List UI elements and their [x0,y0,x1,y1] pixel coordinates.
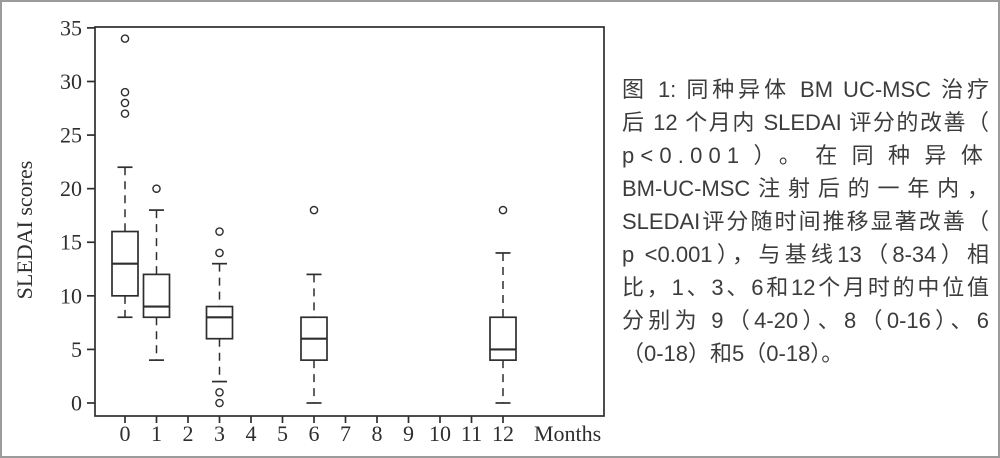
plot-frame [94,26,605,417]
outlier-point [120,87,130,97]
outlier-point [498,205,508,215]
x-tick-label: 12 [492,421,514,446]
y-tick-label: 20 [60,176,82,201]
caption-line-4: BM-UC-MSC注射后的一年内， [622,176,989,201]
y-axis-label: SLEDAI scores [12,161,37,300]
outlier-point [120,109,130,118]
y-tick-label: 0 [71,391,82,416]
outlier-point [215,248,224,258]
caption-line-7: 比，1、3、6和12个月时的中位值 [622,275,989,300]
x-tick-label: 6 [309,421,320,446]
x-tick-label: 11 [461,421,482,446]
x-tick-label: 4 [246,421,257,446]
caption-line-3: p<0.001）。在同种异体 [622,143,989,168]
iqr-box [205,305,234,340]
x-tick-label: 9 [403,421,414,446]
outlier-point [215,387,224,397]
x-tick-label: 10 [429,421,451,446]
caption-line-6: p <0.001），与基线13（8-34）相 [622,242,989,267]
iqr-box [142,273,171,319]
y-tick-label: 30 [60,69,82,94]
figure-caption: 图 1: 同种异体 BM UC-MSC 治疗 后 12 个月内 SLEDAI 评… [622,73,989,370]
sledai-boxplot-chart: 0 5 10 15 20 25 30 35 0 1 2 3 4 5 6 7 8 9 10 11 12 Months SLED… [2,2,620,456]
caption-line-2: 后 12 个月内 SLEDAI 评分的改善（ [622,110,989,135]
outlier-point [120,98,130,108]
outlier-point [215,227,224,236]
x-tick-label: 2 [183,421,194,446]
y-tick-label: 15 [60,230,82,255]
caption-line-9: （0-18）和5（0-18）。 [622,341,844,366]
y-tick-label: 10 [60,283,82,308]
x-tick-label: 7 [340,421,351,446]
outlier-point [215,398,224,408]
outlier-point [309,205,319,215]
caption-line-5: SLEDAI评分随时间推移显著改善（ [622,209,989,234]
x-tick-label: 5 [277,421,288,446]
iqr-box [489,316,517,361]
caption-line-1: 图 1: 同种异体 BM UC-MSC 治疗 [622,77,989,102]
y-tick-label: 25 [60,123,82,148]
x-axis-label: Months [534,421,601,446]
caption-line-8: 分别为 9（4-20）、8（0-16）、6 [622,308,989,333]
x-tick-label: 8 [372,421,383,446]
outlier-point [152,184,161,193]
x-tick-label: 3 [214,421,225,446]
y-tick-label: 5 [71,337,82,362]
y-tick-label: 35 [60,15,82,40]
outlier-point [120,34,130,43]
x-tick-label: 0 [120,421,131,446]
x-tick-label: 1 [151,421,162,446]
